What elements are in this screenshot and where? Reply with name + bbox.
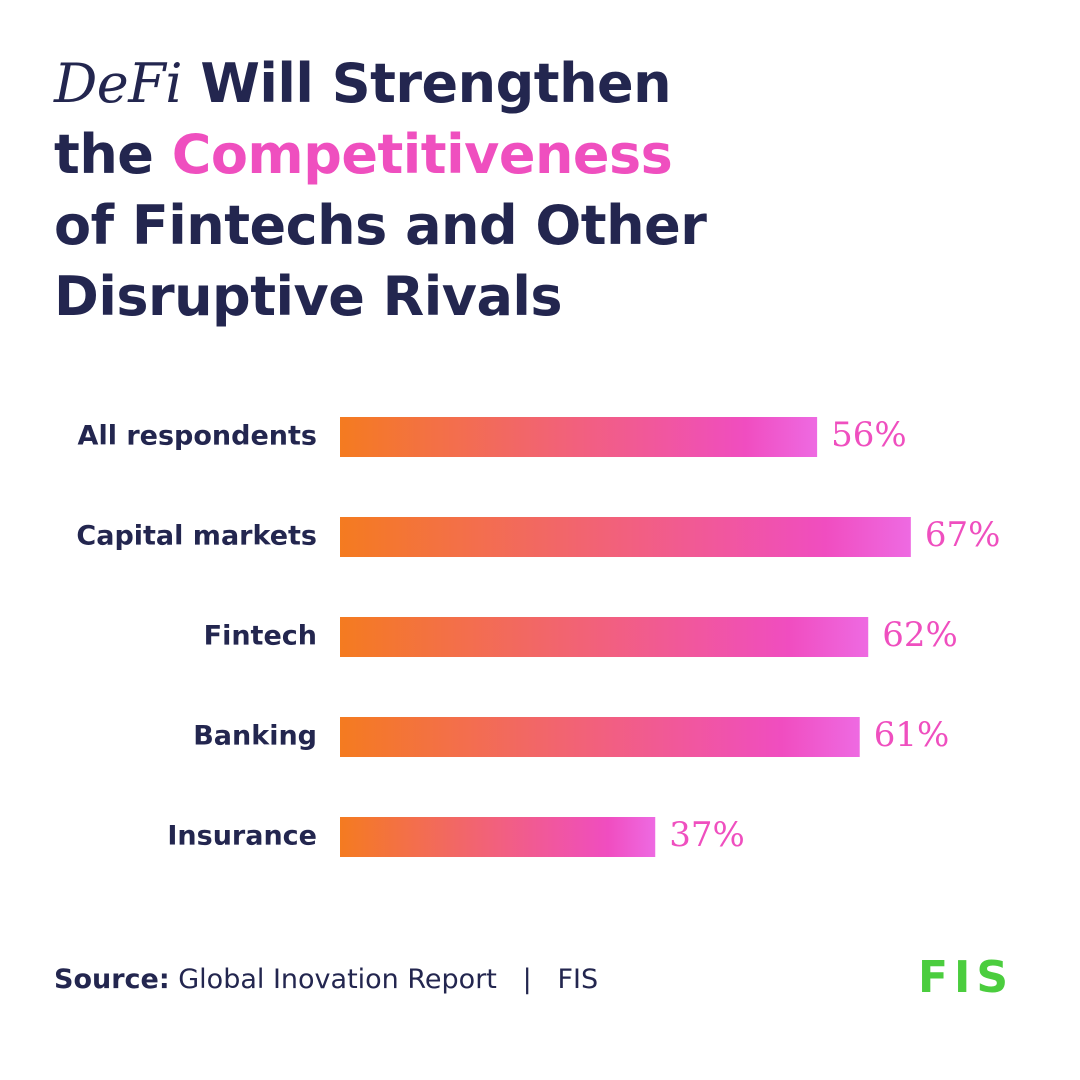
category-label: All respondents [78,421,317,452]
separator: | [522,964,532,995]
source: Source: Global Inovation Report | FIS [54,964,598,995]
bar [340,417,818,457]
title-part: of Fintechs and Other Disruptive Rivals [54,194,707,328]
value-label: 56% [831,415,907,455]
publisher: FIS [557,964,599,995]
value-label: 67% [925,515,1001,555]
value-label: 62% [882,615,958,655]
bar [340,517,911,557]
title-part: DeFi [54,52,183,115]
category-label: Fintech [204,621,317,652]
value-label: 61% [874,715,950,755]
category-label: Capital markets [76,521,317,552]
value-label: 37% [669,815,745,855]
chart-title: DeFi Will Strengthen the Competitiveness… [54,48,734,332]
title-part: Competitiveness [171,123,673,186]
source-label: Source: [54,964,170,995]
bar [340,717,860,757]
title-part: Will Strengthen the [54,52,672,186]
category-label: Insurance [167,821,317,852]
source-text: Global Inovation Report [178,964,497,995]
bar [340,817,656,857]
bar [340,617,869,657]
logo: FIS [918,952,1015,1003]
category-label: Banking [193,721,317,752]
